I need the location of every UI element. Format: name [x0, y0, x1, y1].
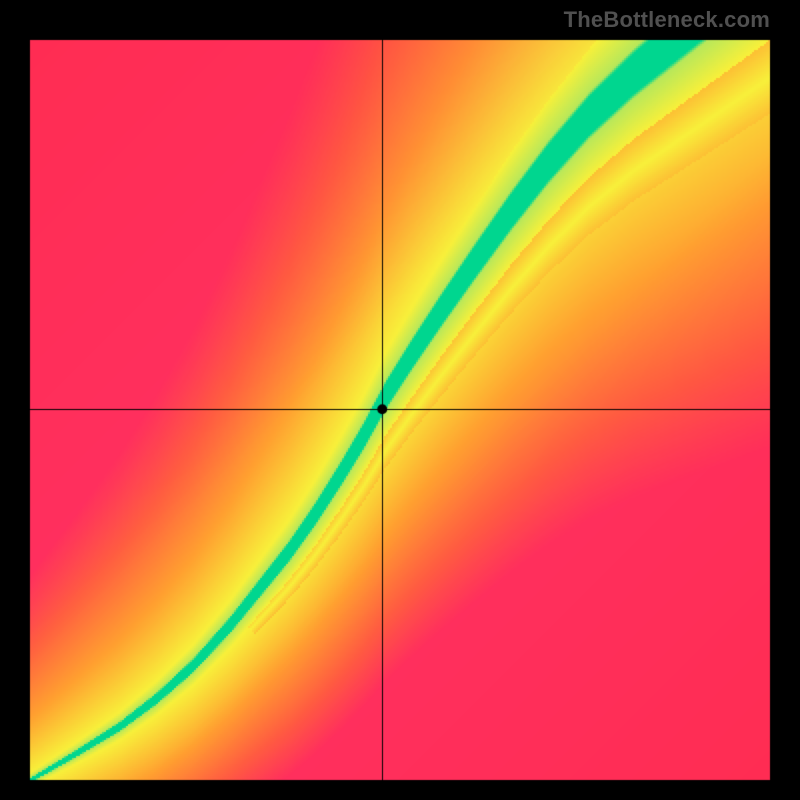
watermark-text: TheBottleneck.com	[564, 7, 770, 33]
bottleneck-heatmap-canvas	[0, 0, 800, 800]
chart-container: TheBottleneck.com	[0, 0, 800, 800]
